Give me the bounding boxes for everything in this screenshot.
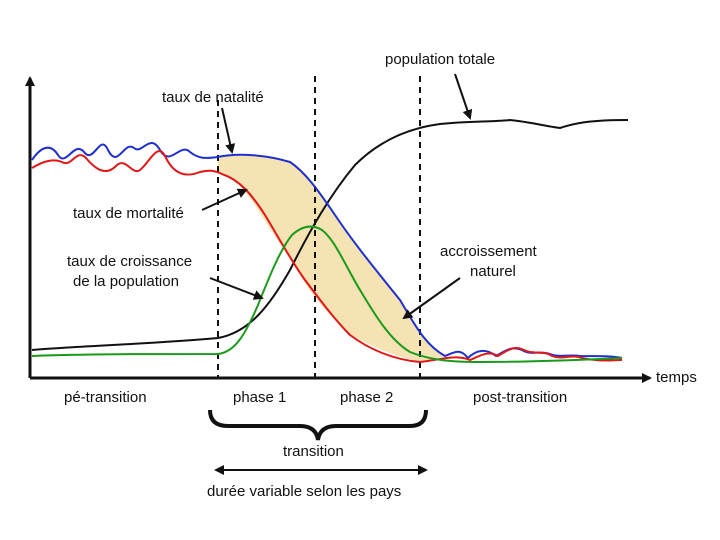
arrow-population-totale: [454, 73, 473, 120]
label-pre-transition: pé-transition: [64, 389, 147, 406]
natural-increase-area: [218, 154, 445, 362]
label-phase1: phase 1: [233, 389, 286, 406]
death-rate-curve: [31, 150, 623, 364]
label-transition: transition: [283, 443, 344, 460]
arrow-taux-mortalite: [201, 188, 248, 211]
label-accroissement-line2: naturel: [470, 263, 516, 280]
growth-rate-curve: [31, 225, 623, 364]
label-taux-croissance-line2: de la population: [73, 273, 179, 290]
arrow-taux-croissance: [209, 277, 264, 300]
label-accroissement-line1: accroissement: [440, 243, 538, 260]
label-temps: temps: [656, 369, 697, 386]
label-population-totale: population totale: [385, 51, 495, 68]
transition-brace: [208, 409, 428, 441]
label-duree: durée variable selon les pays: [207, 483, 401, 500]
population-curve: [31, 118, 629, 351]
arrow-accroissement: [402, 277, 461, 320]
label-phase2: phase 2: [340, 389, 393, 406]
arrow-taux-natalite: [221, 107, 236, 154]
label-taux-natalite: taux de natalité: [162, 89, 264, 106]
label-taux-mortalite: taux de mortalité: [73, 205, 184, 222]
label-taux-croissance-line1: taux de croissance: [67, 253, 192, 270]
label-post-transition: post-transition: [473, 389, 567, 406]
